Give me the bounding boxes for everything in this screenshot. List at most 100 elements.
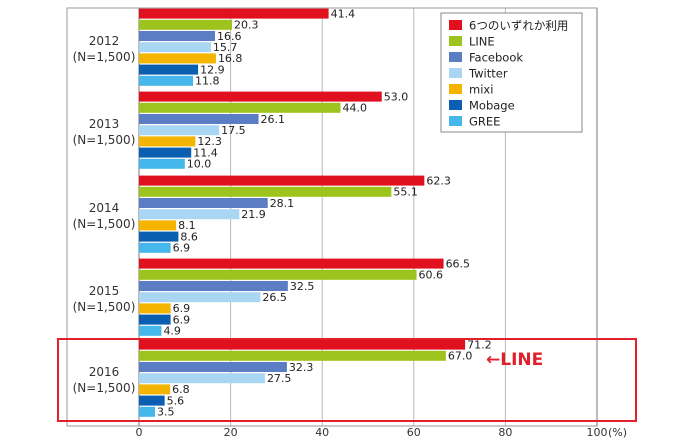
category-sublabel-2016: (N=1,500) <box>73 381 136 395</box>
category-labels: 2012 (N=1,500) 2013 (N=1,500) 2014 (N=1,500) 2… <box>73 34 136 395</box>
bar-2014-Mobage <box>139 231 179 242</box>
bar-2014-mixi <box>139 220 177 231</box>
category-sublabel-2014: (N=1,500) <box>73 217 136 231</box>
legend-swatch-Mobage <box>449 100 462 110</box>
bar-2015-Twitter <box>139 292 261 303</box>
category-sublabel-2015: (N=1,500) <box>73 300 136 314</box>
bar-2014-Twitter <box>139 209 240 220</box>
value-label-2016-Facebook: 32.3 <box>289 361 314 374</box>
bar-2013-6つのいずれか利用 <box>139 91 382 102</box>
value-label-2015-Facebook: 32.5 <box>290 280 315 293</box>
x-tick-label-0: 0 <box>136 426 143 439</box>
value-label-2015-LINE: 60.6 <box>419 269 444 282</box>
bar-2016-Mobage <box>139 395 165 406</box>
bar-2015-Mobage <box>139 314 171 325</box>
value-label-2015-Twitter: 26.5 <box>262 291 287 304</box>
highlight-box <box>57 338 637 422</box>
legend-label-Facebook: Facebook <box>469 51 523 65</box>
bar-2013-mixi <box>139 136 196 147</box>
value-label-2016-6つのいずれか利用: 71.2 <box>467 338 492 351</box>
bar-2015-GREE <box>139 325 162 336</box>
category-label-2014: 2014 <box>89 201 120 215</box>
legend-swatch-6つのいずれか利用 <box>449 20 462 30</box>
bars <box>139 8 466 417</box>
legend-label-6つのいずれか利用: 6つのいずれか利用 <box>469 19 568 33</box>
category-label-2013: 2013 <box>89 117 120 131</box>
x-tick-label-20: 20 <box>224 426 238 439</box>
bar-2012-LINE <box>139 19 232 30</box>
value-label-2013-mixi: 12.3 <box>197 135 222 148</box>
legend-swatch-mixi <box>449 84 462 94</box>
bar-2013-Twitter <box>139 125 220 136</box>
value-label-2016-mixi: 6.8 <box>172 383 190 396</box>
legend-label-Mobage: Mobage <box>469 99 515 113</box>
bar-2013-Facebook <box>139 114 259 124</box>
legend-label-mixi: mixi <box>469 83 493 97</box>
value-label-2012-Facebook: 16.6 <box>217 30 242 43</box>
bar-2016-Twitter <box>139 373 265 384</box>
bar-2015-6つのいずれか利用 <box>139 258 444 269</box>
value-label-2014-Facebook: 28.1 <box>270 197 295 210</box>
value-label-2013-Twitter: 17.5 <box>221 124 246 137</box>
bar-2016-Facebook <box>139 362 287 372</box>
value-label-2016-GREE: 3.5 <box>157 406 175 419</box>
legend-swatch-Twitter <box>449 68 462 78</box>
bar-2015-Facebook <box>139 281 288 291</box>
bar-2016-mixi <box>139 384 171 395</box>
bar-2012-Twitter <box>139 42 211 53</box>
value-label-2012-Mobage: 12.9 <box>200 63 225 76</box>
bar-2012-mixi <box>139 53 216 64</box>
value-label-2016-Mobage: 5.6 <box>167 394 185 407</box>
legend-label-GREE: GREE <box>469 115 500 129</box>
bar-2013-GREE <box>139 158 185 169</box>
value-label-2015-mixi: 6.9 <box>173 302 191 315</box>
bar-2014-GREE <box>139 242 171 253</box>
value-label-2014-Twitter: 21.9 <box>241 208 266 221</box>
value-label-2016-Twitter: 27.5 <box>267 372 292 385</box>
bar-2016-GREE <box>139 406 156 417</box>
x-tick-label-60: 60 <box>407 426 421 439</box>
legend-swatch-LINE <box>449 36 462 46</box>
value-labels: 41.4 20.316.615.716.812.911.8 53.0 44.0 26.1… <box>157 7 492 418</box>
callout-line-label: ←LINE <box>486 350 543 370</box>
bar-2016-6つのいずれか利用 <box>139 339 466 350</box>
legend: 6つのいずれか利用 LINE Facebook Twitter mixi Mobage GR… <box>440 12 583 133</box>
value-label-2014-mixi: 8.1 <box>178 219 196 232</box>
category-sublabel-2012: (N=1,500) <box>73 50 136 64</box>
bar-2016-LINE <box>139 350 446 361</box>
value-label-2013-Facebook: 26.1 <box>261 113 286 126</box>
category-label-2012: 2012 <box>89 34 120 48</box>
value-label-2013-LINE: 44.0 <box>343 102 368 115</box>
value-label-2013-GREE: 10.0 <box>187 158 212 171</box>
value-label-2012-6つのいずれか利用: 41.4 <box>331 7 356 20</box>
value-label-2014-LINE: 55.1 <box>393 186 418 199</box>
value-label-2012-mixi: 16.8 <box>218 52 243 65</box>
value-label-2013-Mobage: 11.4 <box>193 146 218 159</box>
bar-2014-LINE <box>139 186 392 197</box>
value-label-2014-GREE: 6.9 <box>173 242 191 255</box>
value-label-2014-Mobage: 8.6 <box>180 230 198 243</box>
value-label-2016-LINE: 67.0 <box>448 350 473 363</box>
category-sublabel-2013: (N=1,500) <box>73 133 136 147</box>
value-label-2012-LINE: 20.3 <box>234 19 259 32</box>
legend-label-LINE: LINE <box>469 35 495 49</box>
value-label-2013-6つのいずれか利用: 53.0 <box>384 90 409 103</box>
legend-box <box>440 12 583 133</box>
value-label-2012-GREE: 11.8 <box>195 75 220 88</box>
legend-swatch-Facebook <box>449 52 462 62</box>
bar-2013-LINE <box>139 102 341 113</box>
x-axis-unit: (%) <box>608 426 627 439</box>
x-axis-ticks: 0 20 40 60 80 100 (%) <box>136 426 628 439</box>
category-label-2015: 2015 <box>89 284 120 298</box>
bar-2013-Mobage <box>139 147 192 158</box>
legend-swatch-GREE <box>449 116 462 126</box>
bar-2014-Facebook <box>139 198 268 208</box>
bar-2015-mixi <box>139 303 171 314</box>
bar-2012-Mobage <box>139 64 199 75</box>
value-label-2014-6つのいずれか利用: 62.3 <box>426 174 451 187</box>
bar-2014-6つのいずれか利用 <box>139 175 425 186</box>
x-tick-label-80: 80 <box>498 426 512 439</box>
bar-2012-Facebook <box>139 31 216 41</box>
value-label-2015-Mobage: 6.9 <box>173 313 191 326</box>
